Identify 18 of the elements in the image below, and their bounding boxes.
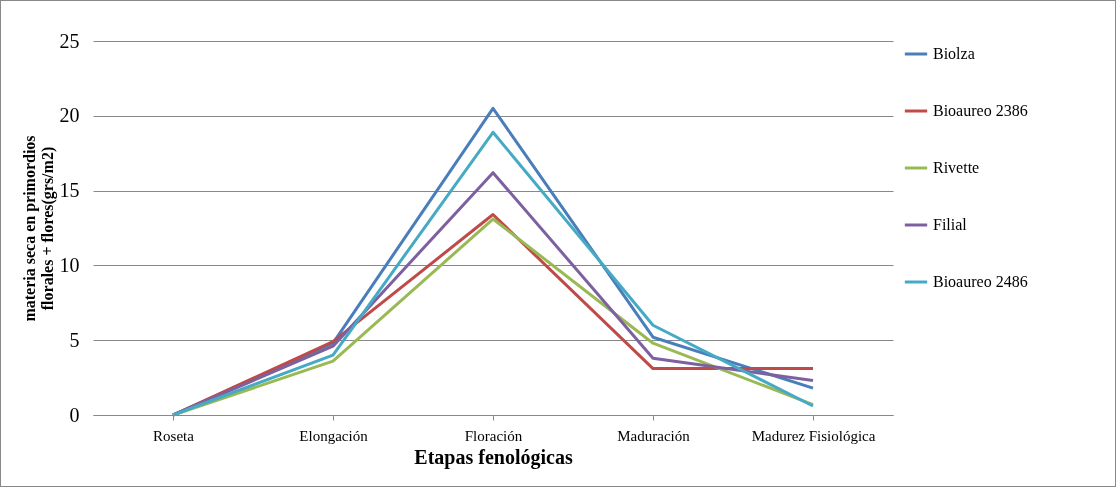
y-tick-label: 10 (59, 253, 80, 276)
y-tick-label: 0 (69, 403, 80, 426)
y-tick-label: 25 (59, 29, 80, 52)
legend-label: Rivette (933, 159, 980, 176)
legend-label: Bioaureo 2386 (933, 102, 1028, 119)
x-tick-label: Roseta (153, 427, 195, 444)
x-tick-label: Maduración (617, 427, 691, 444)
x-tick-label: Elongación (299, 427, 369, 444)
legend-label: Filial (933, 216, 968, 233)
y-tick-label: 5 (69, 328, 80, 351)
legend-label: Biolza (933, 45, 975, 62)
y-tick-label: 15 (59, 179, 80, 202)
x-tick-label: Madurez Fisiológica (751, 427, 876, 444)
y-tick-label: 20 (59, 104, 80, 127)
legend-label: Bioaureo 2486 (933, 273, 1028, 290)
y-axis-title: materia seca en primordios florales + flores(grs/m2) (20, 135, 57, 322)
x-tick-label: Floración (464, 427, 523, 444)
x-axis-title: Etapas fenológicas (414, 445, 573, 469)
